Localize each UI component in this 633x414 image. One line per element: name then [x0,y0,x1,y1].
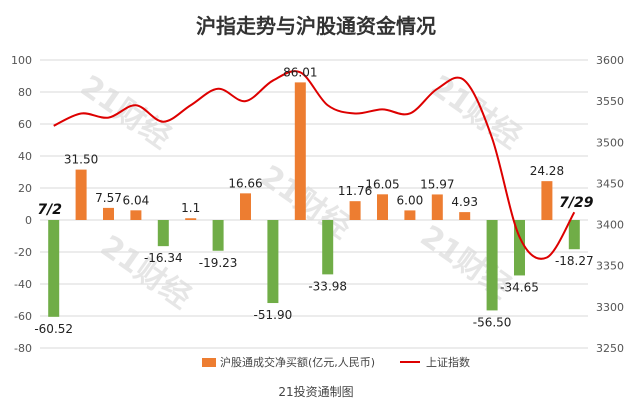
chart-title: 沪指走势与沪股通资金情况 [196,14,436,38]
source-note: 21投资通制图 [278,384,353,399]
bar [459,212,471,220]
bar [322,220,334,275]
bar-data-label: 31.50 [64,153,98,167]
bar [349,201,361,220]
index-line [53,70,576,260]
y-tick-label: 80 [18,86,32,99]
y2-tick-label: 3550 [596,95,624,108]
bar [404,210,416,220]
bar-data-label: 16.05 [365,177,399,191]
bar [568,220,580,250]
bar-data-label: -51.90 [254,308,293,322]
line-series [53,70,576,260]
legend-line-label: 上证指数 [426,355,470,369]
bar-data-label: 6.00 [397,193,424,207]
bar [185,218,197,220]
bar-data-label: -16.34 [144,251,183,265]
y-tick-label: -40 [14,278,32,291]
bar-data-label: -19.23 [199,256,238,270]
y-tick-label: -20 [14,246,32,259]
bar-data-label: 24.28 [530,164,564,178]
bar [267,220,279,304]
bar-data-label: -60.52 [34,322,73,336]
legend-bar-swatch [202,358,216,367]
bar [212,220,224,251]
y-tick-label: 20 [18,182,32,195]
start-date-annotation: 7/2 [37,202,62,218]
y-tick-label: -60 [14,310,32,323]
bar-data-label: 16.66 [228,176,262,190]
bar-data-label: 1.1 [181,201,200,215]
bar [48,220,60,317]
bar-data-label: -56.50 [473,315,512,329]
y2-tick-label: 3350 [596,260,624,273]
bar-series [48,82,580,317]
y-tick-label: 60 [18,118,32,131]
y-tick-label: 40 [18,150,32,163]
y2-tick-label: 3250 [596,342,624,355]
y2-tick-label: 3600 [596,54,624,67]
y2-tick-label: 3450 [596,177,624,190]
bar-data-label: -34.65 [500,280,539,294]
bar [103,207,114,220]
y-tick-label: 0 [25,214,32,227]
bar-data-label: 7.57 [95,191,122,205]
y-tick-label: 100 [11,54,32,67]
bar [75,169,87,220]
y-tick-label: -80 [14,342,32,355]
y2-tick-label: 3500 [596,136,624,149]
watermark-text: 21财经 [424,69,527,156]
bar-data-label: 86.01 [283,65,317,79]
bar [294,82,306,220]
data-labels: -60.52 31.50 7.57 6.04 -16.34 1.1 -19.23 16.66 -… [34,65,593,335]
bar-data-label: 11.76 [338,184,372,198]
bar [431,194,443,220]
watermark-text: 21财经 [74,69,177,156]
bar [486,220,498,311]
bar-data-label: -33.98 [308,279,347,293]
bar-data-label: -18.27 [555,254,594,268]
legend-bar-label: 沪股通成交净买额(亿元,人民币) [220,355,375,369]
bar [541,181,553,220]
watermark-text: 21财经 [94,229,197,316]
axes: -80 -60 -40 -20 0 20 40 60 80 100 3250 3300 3350 3400… [11,54,624,355]
y2-tick-label: 3400 [596,219,624,232]
bar [130,210,142,220]
bar [377,194,388,220]
bar-data-label: 6.04 [123,193,150,207]
bar-data-label: 4.93 [451,195,478,209]
bar [157,220,169,247]
bar [514,220,525,276]
y2-tick-label: 3300 [596,301,624,314]
end-date-annotation: 7/29 [559,195,594,211]
bar-data-label: 15.97 [420,177,454,191]
legend: 沪股通成交净买额(亿元,人民币) 上证指数 [202,355,470,369]
bar [240,193,251,220]
